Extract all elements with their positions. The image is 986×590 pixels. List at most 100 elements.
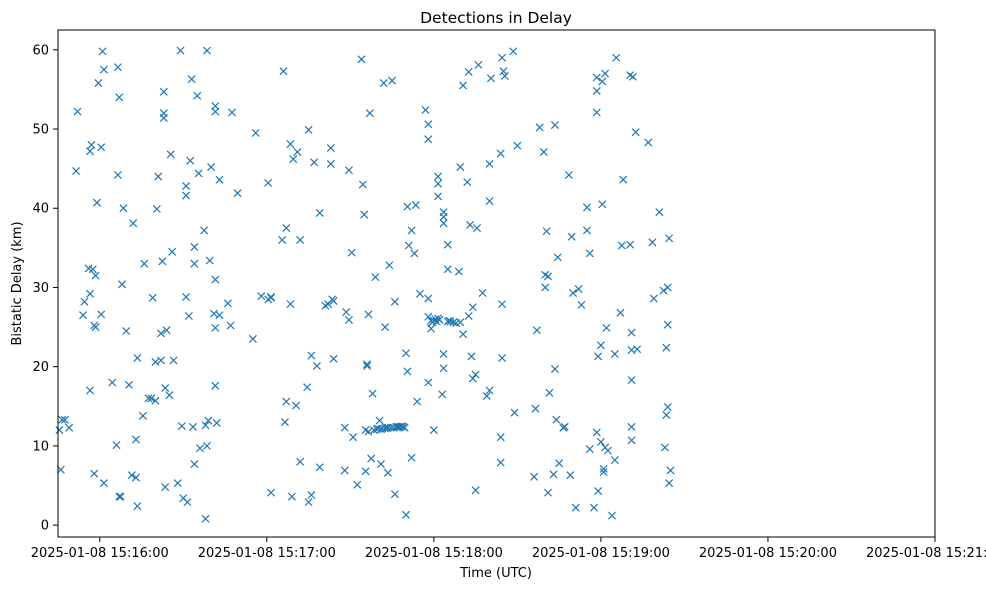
data-point <box>361 467 370 476</box>
data-point <box>98 47 107 56</box>
data-point <box>200 226 209 235</box>
data-point <box>312 361 321 370</box>
data-point <box>659 286 668 295</box>
data-point <box>133 502 142 511</box>
data-point <box>498 53 507 62</box>
data-point <box>353 480 362 489</box>
data-point <box>566 471 575 480</box>
data-point <box>124 380 134 389</box>
x-tick-label: 2025-01-08 15:20:00 <box>699 546 837 561</box>
data-point <box>349 433 358 442</box>
data-point <box>85 386 95 395</box>
data-point <box>296 457 305 466</box>
data-point <box>182 182 191 191</box>
data-point <box>286 300 295 309</box>
data-point <box>539 147 548 157</box>
data-point <box>88 265 97 274</box>
data-point <box>91 323 100 332</box>
data-point <box>599 468 608 477</box>
data-point <box>326 144 335 153</box>
data-point <box>307 351 316 360</box>
data-point <box>342 307 351 317</box>
data-point <box>400 423 409 432</box>
data-point <box>577 300 586 309</box>
data-point <box>227 108 237 117</box>
data-point <box>184 311 193 321</box>
data-point <box>79 311 88 320</box>
data-point <box>439 212 448 221</box>
data-point <box>390 297 399 306</box>
data-point <box>439 219 448 228</box>
data-point <box>118 280 127 289</box>
data-point <box>435 315 444 324</box>
data-point <box>375 416 384 425</box>
data-point <box>569 288 578 298</box>
data-point <box>596 437 605 446</box>
data-point <box>190 460 199 469</box>
y-tick-label: 0 <box>41 519 49 534</box>
data-point <box>326 159 335 168</box>
data-point <box>202 441 211 450</box>
data-point <box>158 257 167 266</box>
data-point <box>648 238 657 247</box>
data-point <box>99 479 108 488</box>
data-point <box>456 163 465 172</box>
data-point <box>367 454 376 463</box>
data-point <box>55 426 64 435</box>
data-point <box>496 149 505 158</box>
data-point <box>147 394 156 403</box>
data-point <box>365 109 374 118</box>
data-point <box>383 468 392 477</box>
x-tick-label: 2025-01-08 15:19:00 <box>532 546 670 561</box>
data-point <box>603 446 612 455</box>
data-point <box>498 300 507 309</box>
data-point <box>598 200 607 209</box>
data-point <box>407 453 416 462</box>
axes-frame <box>57 29 936 538</box>
data-point <box>344 315 353 324</box>
data-point <box>292 401 301 410</box>
data-point <box>211 323 220 332</box>
data-point <box>510 408 519 417</box>
data-point <box>360 210 369 219</box>
data-point <box>85 289 95 298</box>
data-point <box>363 360 372 369</box>
data-point <box>500 71 509 80</box>
data-point <box>424 378 433 387</box>
data-point <box>357 55 366 64</box>
data-point <box>617 241 626 250</box>
data-point <box>279 67 288 76</box>
data-point <box>665 234 674 243</box>
data-point <box>212 418 221 427</box>
data-point <box>585 445 594 454</box>
data-point <box>248 334 257 343</box>
data-point <box>166 150 175 159</box>
x-axis: 2025-01-08 15:16:00 2025-01-08 15:17:00 20… <box>31 537 986 561</box>
data-point <box>644 138 653 147</box>
data-point <box>108 378 117 387</box>
data-point <box>608 511 617 520</box>
data-point <box>496 433 505 442</box>
data-point <box>129 219 138 228</box>
data-point <box>549 470 558 479</box>
data-point <box>381 323 390 332</box>
data-point <box>585 249 594 258</box>
data-point <box>73 107 82 116</box>
data-point <box>190 259 199 268</box>
data-point <box>190 243 199 252</box>
data-point <box>280 418 289 427</box>
data-point <box>116 492 125 501</box>
data-point <box>195 444 205 453</box>
data-point <box>471 370 480 379</box>
data-point <box>415 289 424 298</box>
data-point <box>619 175 628 184</box>
data-point <box>226 321 235 330</box>
data-point <box>472 224 482 233</box>
data-point <box>58 415 67 424</box>
data-point <box>434 179 443 188</box>
data-point <box>169 356 178 365</box>
data-point <box>439 349 448 359</box>
data-point <box>113 63 122 72</box>
data-point <box>594 352 603 361</box>
